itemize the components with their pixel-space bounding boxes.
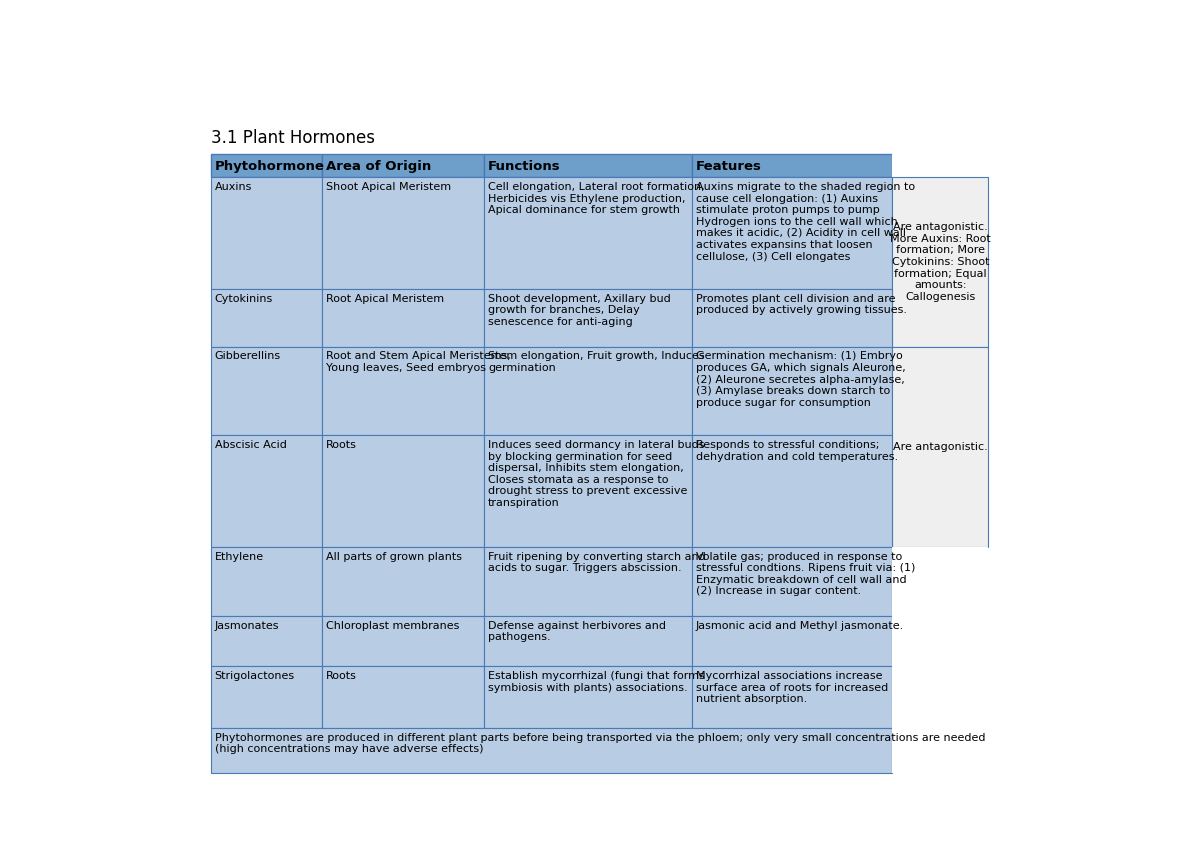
Bar <box>211 346 323 436</box>
Text: Promotes plant cell division and are
produced by actively growing tissues.: Promotes plant cell division and are pro… <box>696 294 907 315</box>
Text: Root and Stem Apical Meristems,
Young leaves, Seed embryos: Root and Stem Apical Meristems, Young le… <box>326 351 511 373</box>
Text: Jasmonates: Jasmonates <box>215 621 280 631</box>
Text: 3.1 Plant Hormones: 3.1 Plant Hormones <box>211 128 374 147</box>
Text: Chloroplast membranes: Chloroplast membranes <box>326 621 460 631</box>
Bar <box>211 289 323 346</box>
Bar <box>692 436 893 547</box>
Text: Strigolactones: Strigolactones <box>215 671 295 681</box>
Bar <box>484 346 692 436</box>
Text: Volatile gas; produced in response to
stressful condtions. Ripens fruit via: (1): Volatile gas; produced in response to st… <box>696 552 916 596</box>
Bar <box>323 346 484 436</box>
Text: Responds to stressful conditions;
dehydration and cold temperatures.: Responds to stressful conditions; dehydr… <box>696 440 898 462</box>
Text: Stem elongation, Fruit growth, Induces
germination: Stem elongation, Fruit growth, Induces g… <box>488 351 704 373</box>
Bar <box>211 436 323 547</box>
Bar <box>484 155 692 177</box>
Text: Features: Features <box>696 160 762 172</box>
Text: Fruit ripening by converting starch and
acids to sugar. Triggers abscission.: Fruit ripening by converting starch and … <box>488 552 706 573</box>
Bar <box>211 155 323 177</box>
Bar <box>484 177 692 289</box>
Text: Auxins migrate to the shaded region to
cause cell elongation: (1) Auxins
stimula: Auxins migrate to the shaded region to c… <box>696 182 914 261</box>
Bar <box>484 436 692 547</box>
Bar <box>893 346 989 547</box>
Text: Shoot development, Axillary bud
growth for branches, Delay
senescence for anti-a: Shoot development, Axillary bud growth f… <box>488 294 671 327</box>
Text: Germination mechanism: (1) Embryo
produces GA, which signals Aleurone,
(2) Aleur: Germination mechanism: (1) Embryo produc… <box>696 351 906 408</box>
Text: Jasmonic acid and Methyl jasmonate.: Jasmonic acid and Methyl jasmonate. <box>696 621 904 631</box>
Bar <box>484 666 692 728</box>
Text: Establish mycorrhizal (fungi that forms
symbiosis with plants) associations.: Establish mycorrhizal (fungi that forms … <box>488 671 704 693</box>
Text: Are antagonistic.
More Auxins: Root
formation; More
Cytokinins: Shoot
formation;: Are antagonistic. More Auxins: Root form… <box>890 222 991 302</box>
Text: All parts of grown plants: All parts of grown plants <box>326 552 462 561</box>
Text: Roots: Roots <box>326 671 358 681</box>
Text: Roots: Roots <box>326 440 358 450</box>
Bar <box>893 666 989 728</box>
Bar <box>893 616 989 666</box>
Text: Area of Origin: Area of Origin <box>326 160 432 172</box>
Bar <box>484 547 692 616</box>
Text: Cell elongation, Lateral root formation,
Herbicides vis Ethylene production,
Api: Cell elongation, Lateral root formation,… <box>488 182 704 215</box>
Bar <box>323 177 484 289</box>
Text: Are antagonistic.: Are antagonistic. <box>893 441 988 452</box>
Bar <box>323 155 484 177</box>
Bar <box>692 289 893 346</box>
Text: Cytokinins: Cytokinins <box>215 294 272 304</box>
Text: Defense against herbivores and
pathogens.: Defense against herbivores and pathogens… <box>488 621 666 643</box>
Bar <box>692 155 893 177</box>
Bar <box>893 547 989 616</box>
Text: Shoot Apical Meristem: Shoot Apical Meristem <box>326 182 451 192</box>
Bar <box>323 666 484 728</box>
Bar <box>692 547 893 616</box>
Text: Induces seed dormancy in lateral buds
by blocking germination for seed
dispersal: Induces seed dormancy in lateral buds by… <box>488 440 704 508</box>
Bar <box>893 177 989 346</box>
Text: Phytohormone: Phytohormone <box>215 160 324 172</box>
Bar <box>893 728 989 773</box>
Bar <box>484 616 692 666</box>
Text: Gibberellins: Gibberellins <box>215 351 281 362</box>
Bar <box>211 616 323 666</box>
Bar <box>211 728 893 773</box>
Text: Phytohormones are produced in different plant parts before being transported via: Phytohormones are produced in different … <box>215 733 985 754</box>
Bar <box>323 616 484 666</box>
Text: Mycorrhizal associations increase
surface area of roots for increased
nutrient a: Mycorrhizal associations increase surfac… <box>696 671 888 704</box>
Bar <box>211 547 323 616</box>
Text: Auxins: Auxins <box>215 182 252 192</box>
Bar <box>692 177 893 289</box>
Bar <box>323 547 484 616</box>
Text: Functions: Functions <box>488 160 560 172</box>
Bar <box>692 666 893 728</box>
Bar <box>323 436 484 547</box>
Bar <box>484 289 692 346</box>
Bar <box>893 155 989 177</box>
Bar <box>323 289 484 346</box>
Text: Abscisic Acid: Abscisic Acid <box>215 440 287 450</box>
Bar <box>211 666 323 728</box>
Bar <box>692 346 893 436</box>
Text: Ethylene: Ethylene <box>215 552 264 561</box>
Bar <box>692 616 893 666</box>
Bar <box>211 177 323 289</box>
Text: Root Apical Meristem: Root Apical Meristem <box>326 294 444 304</box>
